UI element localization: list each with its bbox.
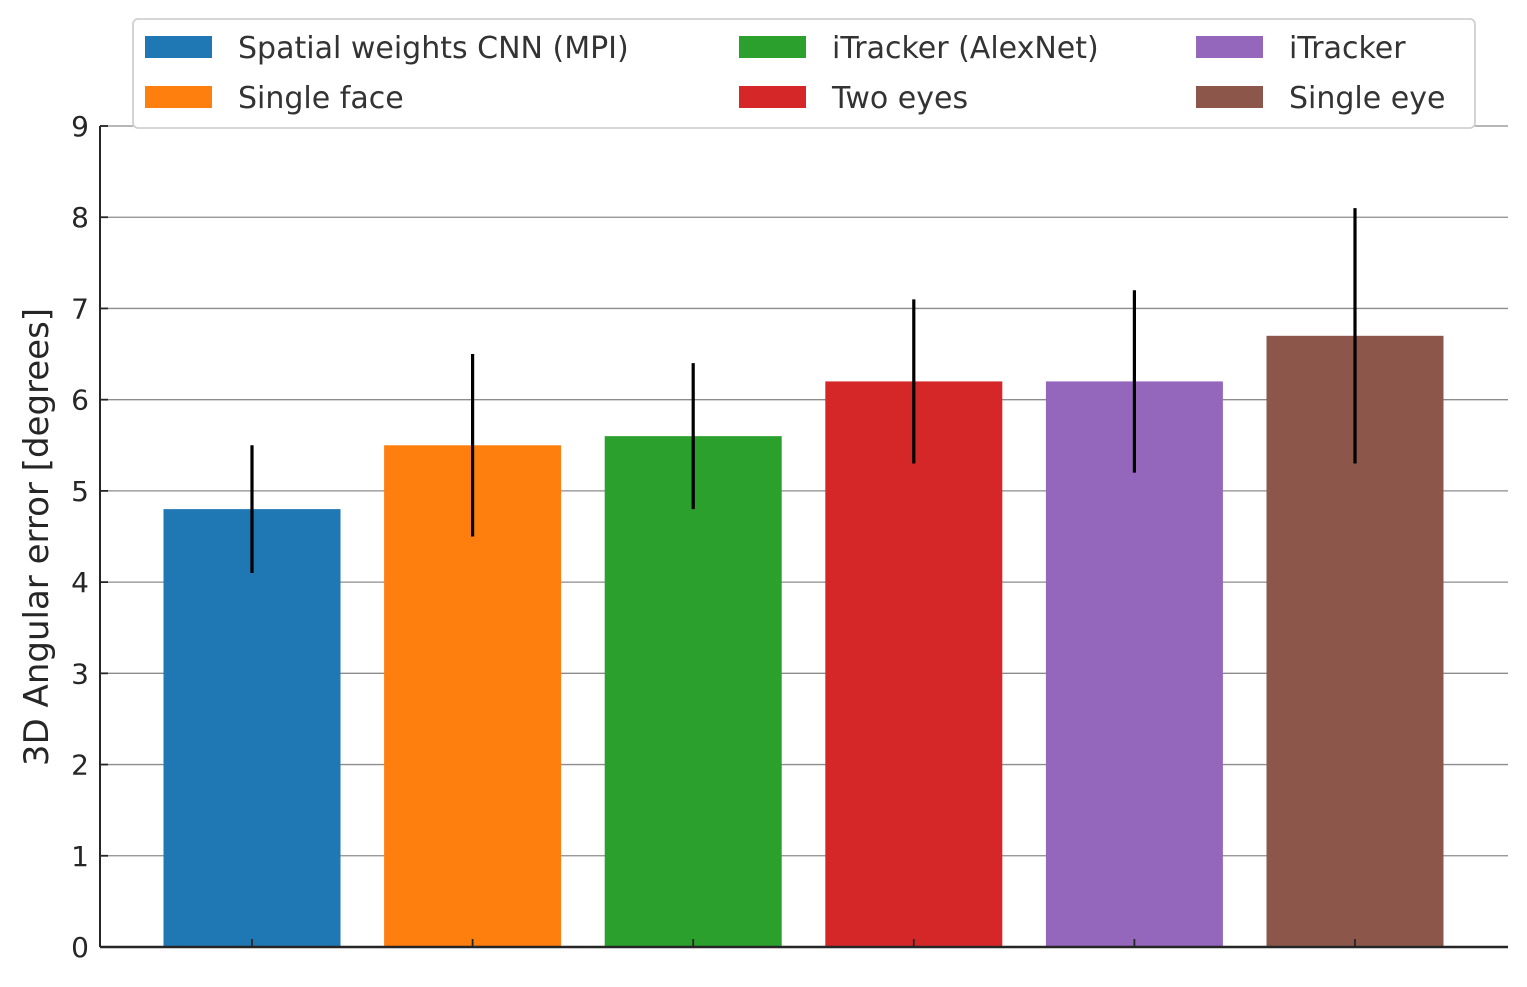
y-tick-label: 5 (71, 475, 89, 508)
legend-swatch-1 (145, 36, 212, 58)
legend-swatch-6 (1196, 86, 1263, 108)
y-tick-labels: 0 1 2 3 4 5 6 7 8 9 (71, 110, 89, 964)
legend-label-3: iTracker (AlexNet) (832, 31, 1099, 66)
error-bars (250, 208, 1357, 573)
y-tick-label: 9 (71, 110, 89, 143)
y-tick-label: 0 (71, 931, 89, 964)
legend-label-4: Two eyes (831, 81, 968, 116)
y-tick-label: 2 (71, 749, 89, 782)
legend-label-2: Single face (238, 81, 404, 116)
y-tick-label: 8 (71, 201, 89, 234)
y-tick-label: 1 (71, 840, 89, 873)
legend-swatch-3 (739, 36, 806, 58)
y-axis-title: 3D Angular error [degrees] (17, 308, 57, 766)
bar-1 (163, 509, 341, 947)
bars (163, 335, 1444, 947)
legend-label-6: Single eye (1289, 81, 1445, 116)
y-tick-label: 7 (71, 292, 89, 325)
legend-label-1: Spatial weights CNN (MPI) (238, 31, 629, 66)
legend-box (132, 18, 1476, 129)
bar-5 (1045, 381, 1223, 947)
y-tick-label: 3 (71, 657, 89, 690)
axes (99, 125, 1508, 949)
y-tick-label: 6 (71, 384, 89, 417)
legend-swatch-5 (1196, 36, 1263, 58)
legend-swatch-4 (739, 86, 806, 108)
legend-label-5: iTracker (1289, 31, 1406, 66)
bar-4 (825, 381, 1003, 947)
legend: Spatial weights CNN (MPI) Single face iTra… (132, 18, 1476, 129)
y-tick-label: 4 (71, 566, 89, 599)
bar-3 (604, 436, 782, 947)
legend-swatch-2 (145, 86, 212, 108)
